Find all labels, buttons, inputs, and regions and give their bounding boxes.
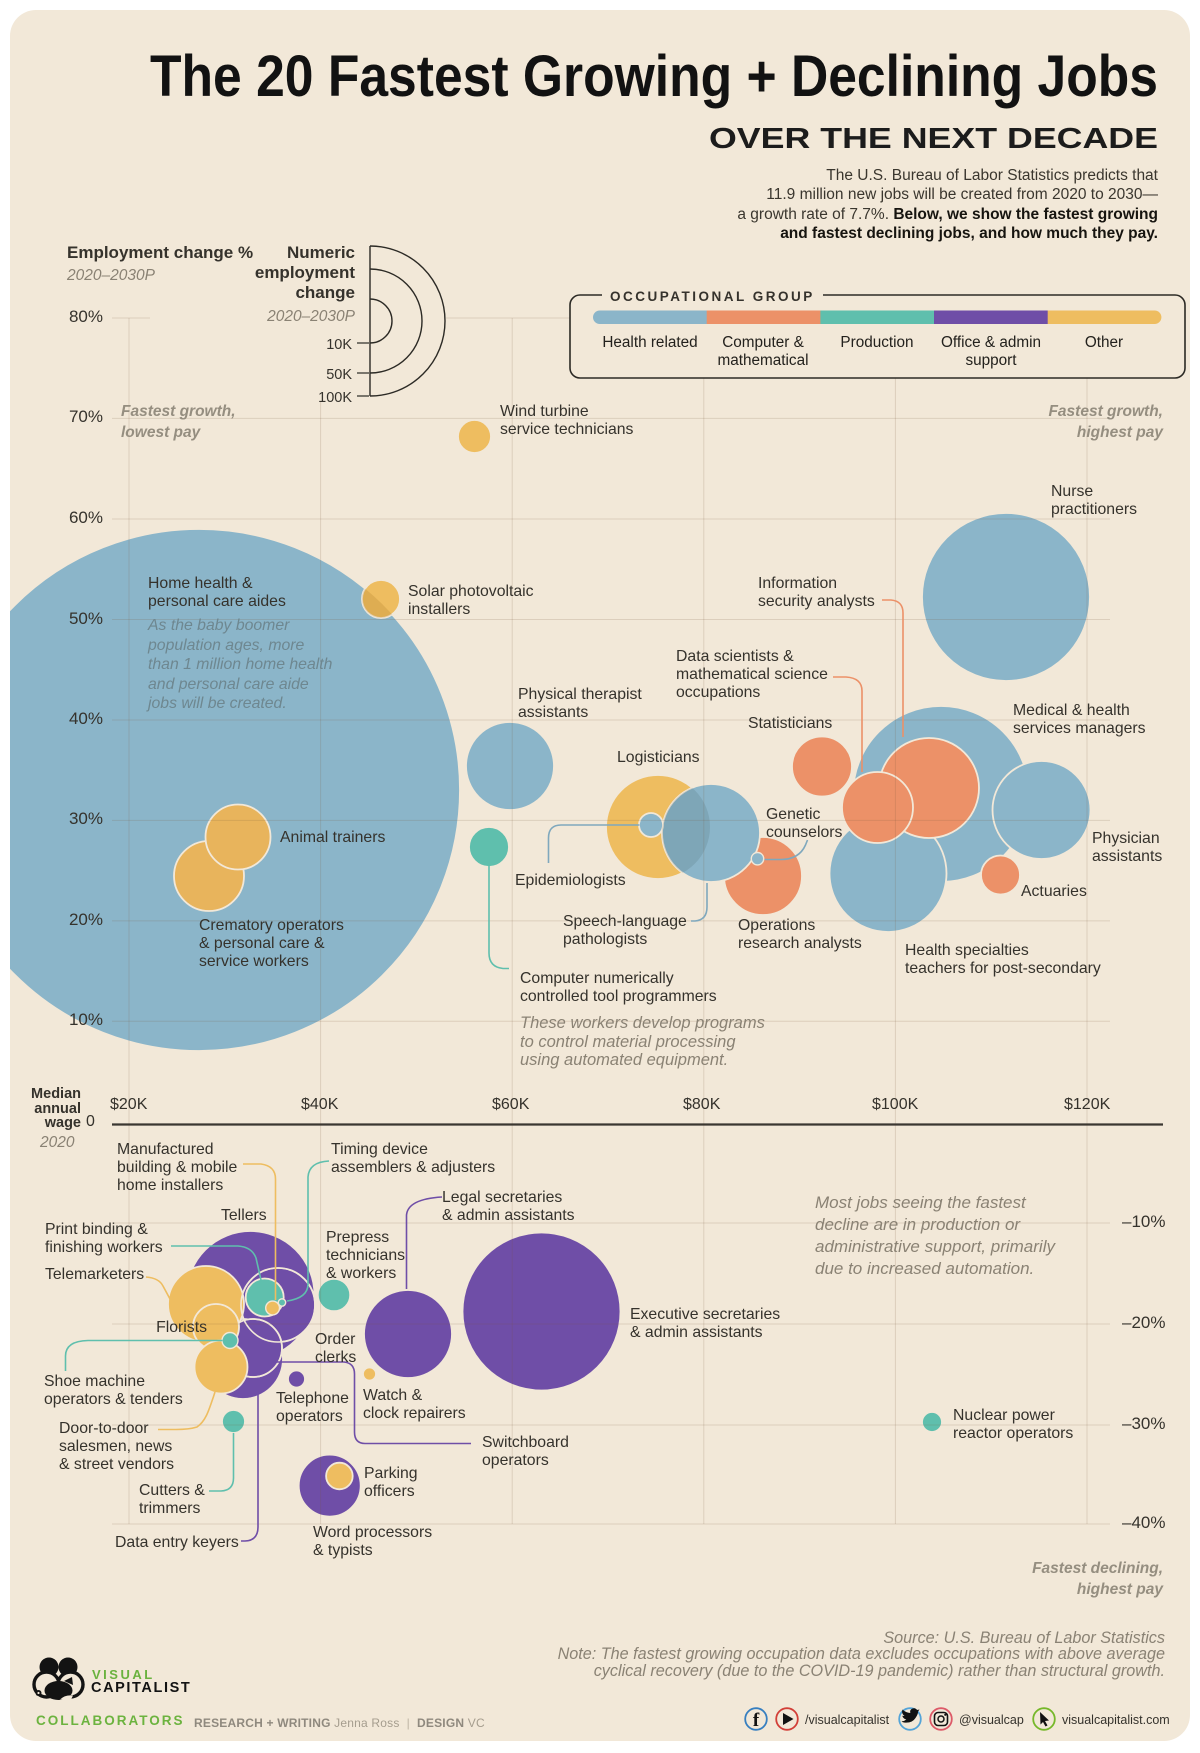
svg-text:The 20 Fastest Growing + Decli: The 20 Fastest Growing + Declining Jobs <box>150 44 1158 109</box>
svg-text:f: f <box>753 1710 760 1731</box>
svg-text:OVER THE NEXT DECADE: OVER THE NEXT DECADE <box>709 123 1158 155</box>
